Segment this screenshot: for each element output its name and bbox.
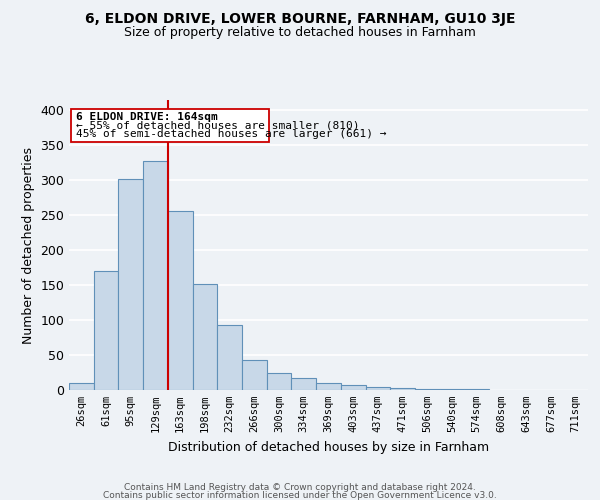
Text: Size of property relative to detached houses in Farnham: Size of property relative to detached ho… [124,26,476,39]
Text: 6 ELDON DRIVE: 164sqm: 6 ELDON DRIVE: 164sqm [76,112,218,122]
Bar [292,378,316,390]
Bar [341,385,365,390]
Y-axis label: Number of detached properties: Number of detached properties [22,146,35,344]
Bar [69,383,94,390]
Text: Contains public sector information licensed under the Open Government Licence v3: Contains public sector information licen… [103,491,497,500]
X-axis label: Distribution of detached houses by size in Farnham: Distribution of detached houses by size … [168,440,489,454]
Bar [168,211,193,390]
Bar [365,386,390,390]
Bar [242,360,267,390]
Bar [415,388,440,390]
Bar [267,372,292,390]
FancyBboxPatch shape [71,109,269,142]
Bar [390,388,415,390]
Text: ← 55% of detached houses are smaller (810): ← 55% of detached houses are smaller (81… [76,120,359,130]
Bar [217,325,242,390]
Bar [118,179,143,390]
Bar [94,271,118,390]
Bar [316,383,341,390]
Text: 45% of semi-detached houses are larger (661) →: 45% of semi-detached houses are larger (… [76,128,386,138]
Bar [143,161,168,390]
Text: 6, ELDON DRIVE, LOWER BOURNE, FARNHAM, GU10 3JE: 6, ELDON DRIVE, LOWER BOURNE, FARNHAM, G… [85,12,515,26]
Bar [193,284,217,390]
Text: Contains HM Land Registry data © Crown copyright and database right 2024.: Contains HM Land Registry data © Crown c… [124,482,476,492]
